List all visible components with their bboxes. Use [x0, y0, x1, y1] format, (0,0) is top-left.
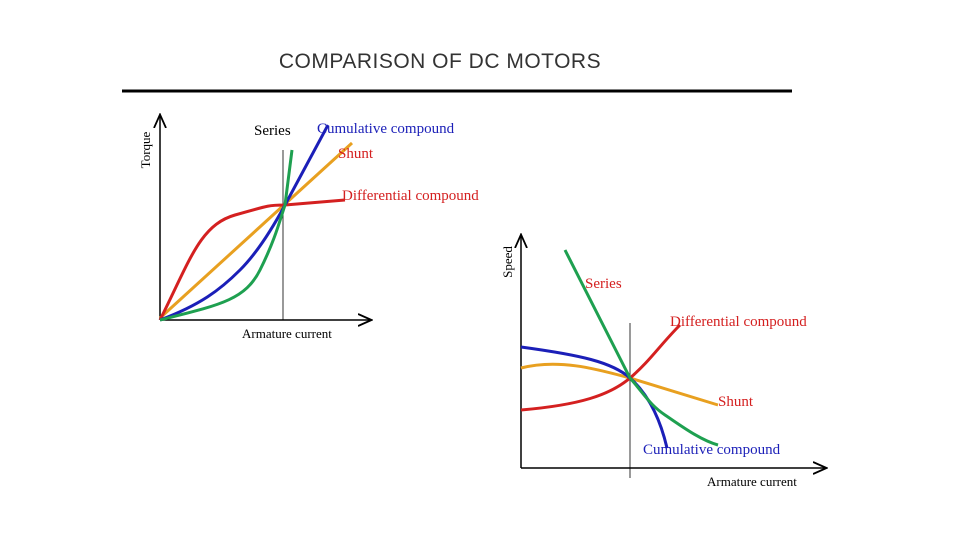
x-label: Armature current — [707, 474, 797, 489]
curve-label: Cumulative compound — [643, 442, 781, 458]
y-label: Torque — [138, 131, 153, 168]
differential-curve — [520, 323, 682, 412]
curve-label: Shunt — [338, 146, 374, 162]
curve-label: Cumulative compound — [317, 121, 455, 137]
y-label: Speed — [500, 246, 515, 278]
series-curve — [563, 249, 719, 447]
series-curve — [159, 149, 294, 322]
title: COMPARISON OF DC MOTORS — [279, 50, 601, 73]
curve-label: Differential compound — [670, 314, 807, 330]
curve-label: Series — [585, 276, 622, 292]
shunt-curve — [158, 141, 354, 320]
speed-chart: Speed Armature current Series Differenti… — [500, 236, 825, 489]
curve-label: Series — [254, 123, 291, 139]
cumulative-curve — [159, 124, 330, 322]
torque-chart: Torque Armature current Series Cumulativ… — [138, 116, 479, 341]
curve-label: Shunt — [718, 394, 754, 410]
x-label: Armature current — [242, 326, 332, 341]
curve-label: Differential compound — [342, 188, 479, 204]
differential-curve — [158, 198, 346, 321]
